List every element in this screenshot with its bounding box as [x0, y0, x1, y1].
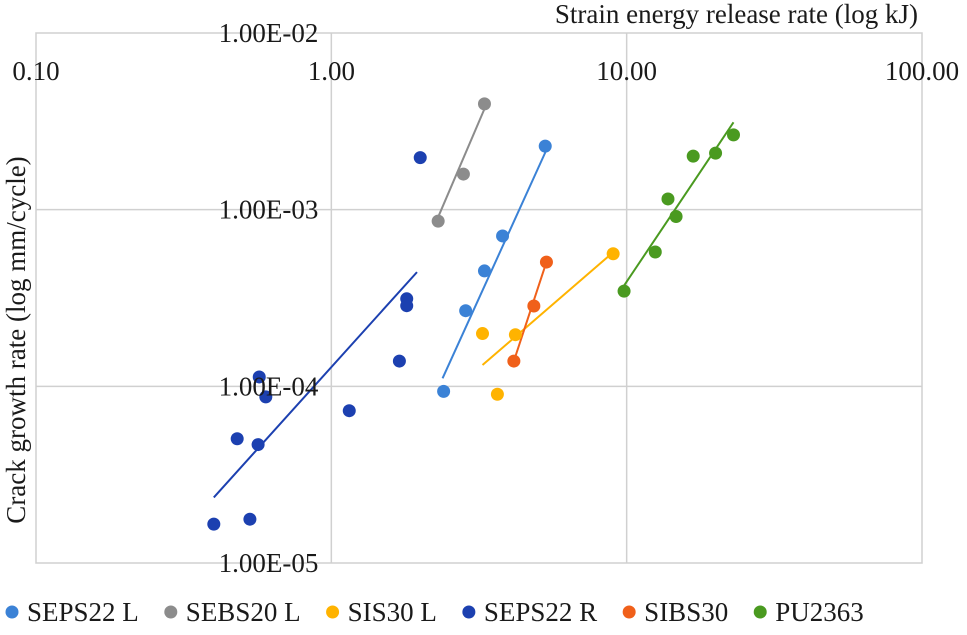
point-seps22-l: [459, 304, 473, 318]
point-seps22-r: [252, 370, 266, 384]
point-seps22-r: [259, 390, 273, 404]
point-sibs30: [527, 299, 541, 313]
point-seps22-r: [392, 354, 406, 368]
legend: SEPS22 L SEBS20 L SIS30 L SEPS22 R SIBS30 PU2…: [5, 597, 864, 627]
y-tick-label: 1.00E-04: [219, 371, 319, 401]
point-seps22-r: [400, 292, 414, 306]
data-points: [207, 97, 740, 531]
legend-label: SIBS30: [644, 597, 728, 627]
legend-item-seps22-r: SEPS22 R: [462, 597, 597, 627]
legend-item-sis30-l: SIS30 L: [326, 597, 437, 627]
legend-marker: [326, 605, 340, 619]
trendlines: [213, 108, 735, 499]
point-seps22-r: [342, 404, 356, 418]
point-seps22-l: [437, 384, 451, 398]
x-tick-label: 10.00: [596, 56, 657, 86]
point-pu2363: [661, 192, 675, 206]
y-tick-labels: 1.00E-02 1.00E-03 1.00E-04 1.00E-05: [219, 18, 319, 578]
point-pu2363: [686, 149, 700, 163]
trendline-seps22-r: [213, 271, 418, 499]
legend-item-sebs20-l: SEBS20 L: [164, 597, 301, 627]
point-pu2363: [669, 209, 683, 223]
trendline-sis30-l: [481, 251, 614, 366]
x-tick-labels: 0.10 1.00 10.00 100.00: [12, 56, 959, 86]
point-seps22-r: [413, 151, 427, 165]
legend-marker: [753, 605, 767, 619]
point-seps22-r: [251, 438, 265, 452]
point-sis30-l: [606, 247, 620, 261]
x-tick-label: 1.00: [308, 56, 355, 86]
point-pu2363: [709, 146, 723, 160]
trendline-sibs30: [512, 261, 548, 362]
point-sibs30: [507, 354, 521, 368]
point-seps22-l: [496, 229, 510, 243]
point-sebs20-l: [431, 214, 445, 228]
legend-label: PU2363: [775, 597, 864, 627]
y-tick-label: 1.00E-03: [219, 195, 319, 225]
x-axis-title: Strain energy release rate (log kJ): [555, 0, 918, 29]
legend-label: SIS30 L: [348, 597, 437, 627]
point-sebs20-l: [456, 167, 470, 181]
x-tick-label: 100.00: [885, 56, 959, 86]
point-sis30-l: [490, 387, 504, 401]
point-pu2363: [648, 245, 662, 259]
legend-item-seps22-l: SEPS22 L: [5, 597, 139, 627]
plot-frame: [35, 32, 923, 564]
point-seps22-r: [230, 432, 244, 446]
legend-marker: [164, 605, 178, 619]
y-tick-label: 1.00E-02: [219, 18, 319, 48]
trendline-seps22-l: [441, 149, 548, 379]
legend-item-sibs30: SIBS30: [622, 597, 728, 627]
point-seps22-l: [538, 139, 552, 153]
point-seps22-r: [207, 517, 221, 531]
point-seps22-r: [243, 512, 257, 526]
trendline-sebs20-l: [437, 108, 486, 218]
x-tick-label: 0.10: [12, 56, 59, 86]
legend-item-pu2363: PU2363: [753, 597, 864, 627]
point-sis30-l: [476, 327, 490, 341]
point-sibs30: [539, 255, 553, 269]
legend-label: SEBS20 L: [186, 597, 301, 627]
y-tick-label: 1.00E-05: [219, 548, 319, 578]
point-sebs20-l: [477, 97, 491, 111]
grid-layer: [35, 32, 923, 564]
y-axis-title: Crack growth rate (log mm/cycle): [1, 156, 31, 523]
legend-marker: [5, 605, 19, 619]
point-pu2363: [726, 128, 740, 142]
legend-marker: [462, 605, 476, 619]
point-pu2363: [617, 284, 631, 298]
point-sis30-l: [508, 328, 522, 342]
legend-label: SEPS22 R: [484, 597, 597, 627]
legend-marker: [622, 605, 636, 619]
point-seps22-l: [477, 264, 491, 278]
legend-label: SEPS22 L: [27, 597, 139, 627]
